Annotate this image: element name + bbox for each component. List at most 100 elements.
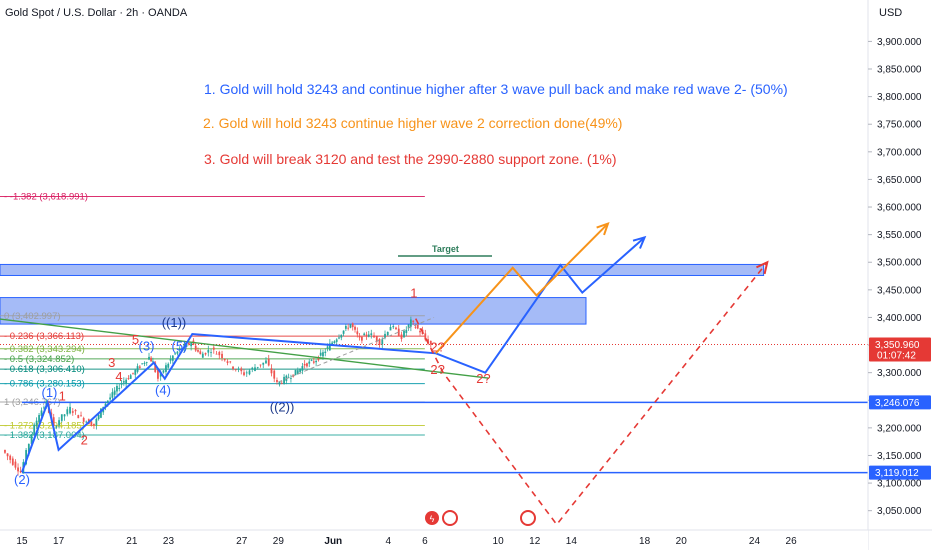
wave-label-13: 2? <box>430 340 444 355</box>
candle-body <box>157 369 159 379</box>
resistance-zone-2 <box>0 297 587 325</box>
candle-body <box>17 467 19 472</box>
candle-body <box>405 329 408 333</box>
candle-body <box>223 358 226 361</box>
candle-body <box>129 375 132 379</box>
candle-body <box>25 450 27 465</box>
price-tag-value-3: 3,119.012 <box>875 468 919 479</box>
x-tick-label-0: 15 <box>16 536 28 547</box>
fib-label-6: - 0.786 (3,280.153) <box>4 379 85 390</box>
candle-body <box>354 326 356 330</box>
candle-body <box>328 343 331 351</box>
price-tag-1 <box>869 337 931 362</box>
price-tag-2 <box>869 395 931 410</box>
candle-body <box>378 339 381 346</box>
wave-label-1: (2) <box>14 472 30 487</box>
candle-body <box>132 372 134 374</box>
y-tick-label-1: 3,100.000 <box>877 479 922 490</box>
wave-label-5: ((1)) <box>162 315 187 330</box>
candle-body <box>312 361 315 363</box>
candle-body <box>419 330 421 333</box>
candle-body <box>14 461 17 468</box>
candle-body <box>167 363 170 368</box>
flash-glyph: ϟ <box>430 514 435 524</box>
candle-body <box>356 331 359 335</box>
candle-body <box>342 330 345 334</box>
annotation-1: 1. Gold will hold 3243 and continue high… <box>204 81 788 97</box>
x-tick-label-1: 17 <box>53 536 65 547</box>
candle-body <box>215 353 218 355</box>
y-tick-label-14: 3,750.000 <box>877 120 922 131</box>
candle-body <box>169 358 172 361</box>
y-tick-label-10: 3,550.000 <box>877 230 922 241</box>
candle-body <box>310 360 313 361</box>
candle-body <box>71 411 74 413</box>
candle-body <box>317 357 320 361</box>
candle-body <box>77 415 80 419</box>
time-scale[interactable] <box>0 530 868 550</box>
candle-body <box>392 326 395 328</box>
y-tick-label-15: 3,800.000 <box>877 92 922 103</box>
candle-body <box>386 331 389 336</box>
candle-body <box>429 340 432 345</box>
candle-body <box>326 346 329 349</box>
green-trendline <box>0 318 489 379</box>
candle-body <box>416 324 419 329</box>
candle-body <box>95 418 98 426</box>
y-tick-label-16: 3,850.000 <box>877 65 922 76</box>
candle-body <box>6 453 9 457</box>
candle-body <box>358 336 361 338</box>
candle-body <box>349 324 352 328</box>
candle-body <box>280 382 283 384</box>
candle-body <box>303 363 306 366</box>
fib-levels: - -1.382 (3,618.991) 0 (3,402.997) - 0.236… <box>0 192 425 441</box>
candle-body <box>134 369 137 375</box>
wave-label-4: (5) <box>172 339 188 354</box>
fib-label-1: 0 (3,402.997) <box>4 311 61 322</box>
wave-label-12: 1 <box>410 286 417 301</box>
us-flag-event-icon-2[interactable] <box>520 510 536 526</box>
us-flag-event-icon[interactable] <box>442 510 458 526</box>
candle-body <box>265 360 267 364</box>
candle-body <box>150 357 152 362</box>
candle-body <box>100 408 102 418</box>
candle-body <box>351 323 354 328</box>
candle-body <box>294 369 297 376</box>
candle-body <box>299 368 301 372</box>
y-tick-label-5: 3,300.000 <box>877 368 922 379</box>
candle-body <box>273 370 276 379</box>
candle-body <box>122 381 125 383</box>
candle-body <box>190 343 193 347</box>
candle-body <box>308 361 311 364</box>
x-tick-label-13: 20 <box>676 536 688 547</box>
candle-body <box>365 334 368 336</box>
price-tag-value-2: 3,246.076 <box>875 398 920 409</box>
candle-body <box>125 379 128 384</box>
candle-body <box>278 381 281 385</box>
price-tag-countdown: 01:07:42 <box>877 351 916 362</box>
candle-body <box>344 325 347 329</box>
candle-body <box>143 362 146 364</box>
candle-body <box>141 363 144 365</box>
candle-body <box>40 410 43 417</box>
candle-body <box>33 424 36 435</box>
candle-body <box>340 334 343 338</box>
fib-label-8: - 1.272 (3,204.185) <box>4 421 85 432</box>
candle-body <box>85 421 88 423</box>
candle-body <box>251 367 254 369</box>
candle-body <box>104 403 107 407</box>
target-marker: Target <box>398 244 492 257</box>
candle-body <box>118 387 121 389</box>
fib-label-0: - -1.382 (3,618.991) <box>4 192 88 203</box>
candle-body <box>315 360 318 363</box>
candle-body <box>148 356 150 360</box>
flash-event-icon[interactable] <box>425 511 439 525</box>
price-scale[interactable] <box>868 0 932 550</box>
wave-label-8: 2 <box>81 432 88 447</box>
candle-body <box>333 341 336 344</box>
candle-body <box>210 352 212 354</box>
candle-body <box>381 339 384 345</box>
x-tick-label-6: Jun <box>324 536 342 547</box>
